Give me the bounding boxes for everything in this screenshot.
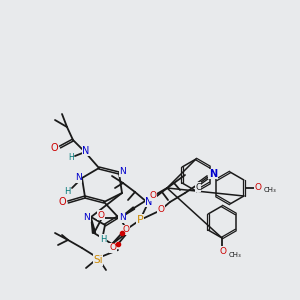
Text: O: O — [50, 143, 58, 153]
Text: N: N — [120, 167, 126, 176]
Text: H: H — [64, 187, 70, 196]
Text: O: O — [58, 197, 66, 207]
Text: P: P — [136, 215, 143, 225]
Polygon shape — [91, 217, 95, 233]
Text: O: O — [110, 244, 116, 253]
Text: C: C — [195, 182, 201, 191]
Text: O: O — [254, 184, 262, 193]
Text: N: N — [145, 197, 153, 207]
Text: CH₃: CH₃ — [229, 252, 242, 258]
Text: O: O — [158, 206, 164, 214]
Text: N: N — [209, 169, 217, 179]
Polygon shape — [120, 207, 135, 218]
Text: N: N — [82, 146, 90, 156]
Text: CH₃: CH₃ — [264, 187, 277, 193]
Text: N: N — [75, 173, 81, 182]
Text: H: H — [100, 235, 106, 244]
Text: O: O — [220, 247, 226, 256]
Text: O: O — [122, 226, 130, 235]
Text: O: O — [149, 191, 157, 200]
Text: N: N — [75, 173, 81, 182]
Text: N: N — [84, 212, 90, 221]
Text: O: O — [98, 211, 104, 220]
Text: Si: Si — [93, 255, 103, 265]
Text: H: H — [68, 152, 74, 161]
Text: N: N — [118, 214, 125, 223]
